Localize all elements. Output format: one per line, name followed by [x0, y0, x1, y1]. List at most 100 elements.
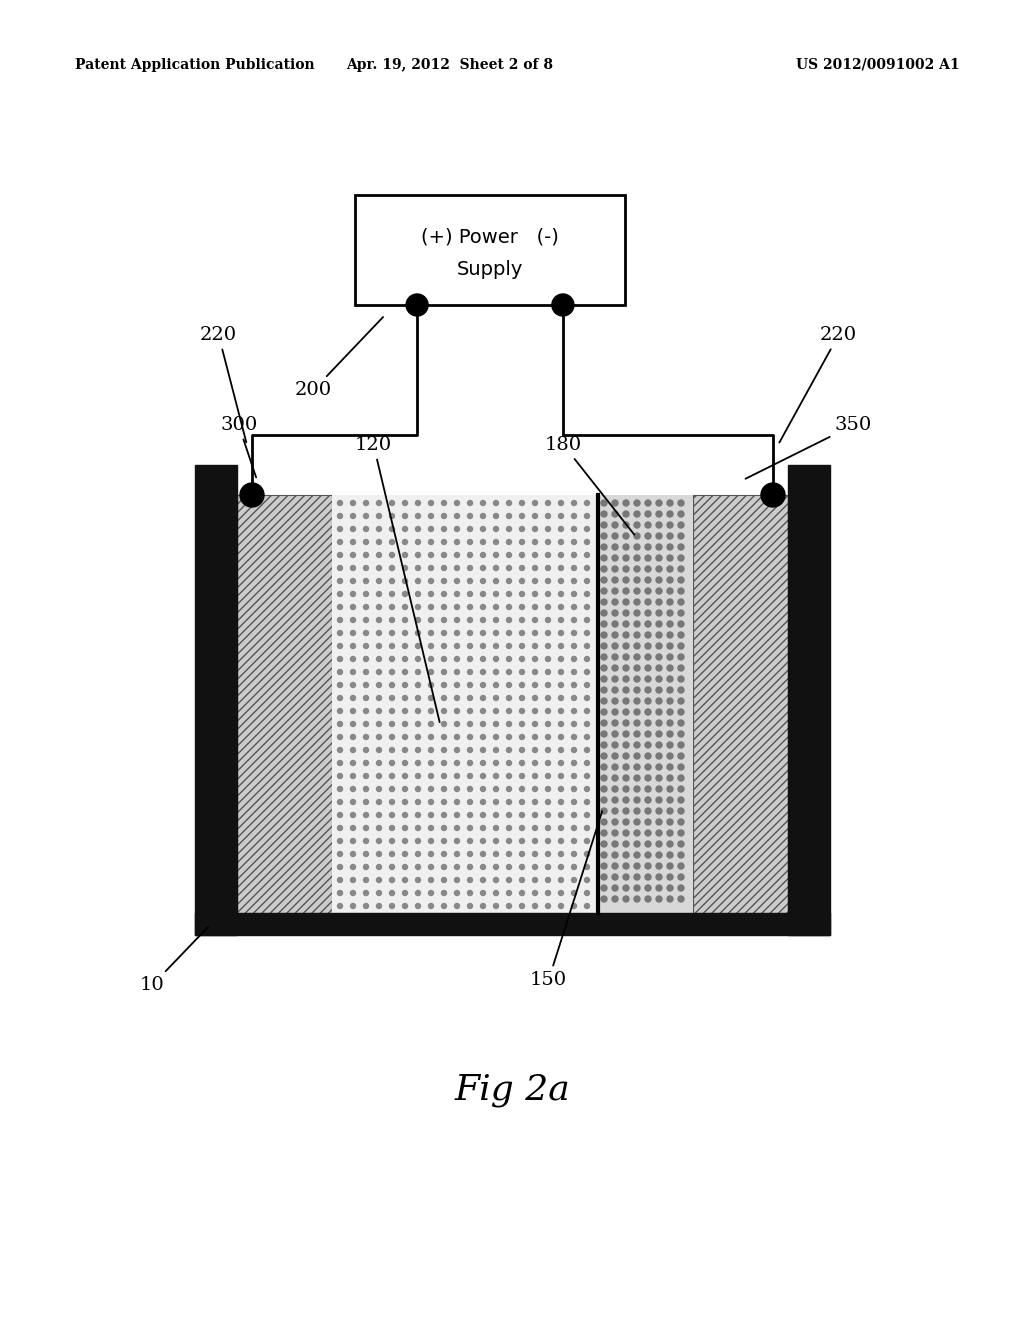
- Circle shape: [519, 838, 524, 843]
- Circle shape: [402, 591, 408, 597]
- Ellipse shape: [552, 294, 573, 315]
- Circle shape: [402, 709, 408, 714]
- Circle shape: [416, 618, 421, 623]
- Circle shape: [377, 605, 382, 610]
- Circle shape: [667, 830, 673, 836]
- Circle shape: [667, 775, 673, 781]
- Circle shape: [645, 544, 651, 550]
- Circle shape: [441, 682, 446, 688]
- Circle shape: [494, 838, 499, 843]
- Circle shape: [678, 500, 684, 506]
- Circle shape: [480, 631, 485, 635]
- Circle shape: [441, 656, 446, 661]
- Circle shape: [455, 513, 460, 519]
- Text: Apr. 19, 2012  Sheet 2 of 8: Apr. 19, 2012 Sheet 2 of 8: [346, 58, 554, 73]
- Circle shape: [623, 851, 629, 858]
- Circle shape: [455, 774, 460, 779]
- Circle shape: [585, 618, 590, 623]
- Circle shape: [428, 800, 433, 804]
- Circle shape: [532, 813, 538, 817]
- Circle shape: [455, 787, 460, 792]
- Circle shape: [338, 618, 342, 623]
- Circle shape: [416, 682, 421, 688]
- Circle shape: [519, 813, 524, 817]
- Circle shape: [546, 774, 551, 779]
- Circle shape: [507, 813, 512, 817]
- Circle shape: [494, 605, 499, 610]
- Circle shape: [441, 553, 446, 557]
- Circle shape: [428, 618, 433, 623]
- Circle shape: [480, 618, 485, 623]
- Circle shape: [656, 620, 662, 627]
- Circle shape: [558, 825, 563, 830]
- Circle shape: [634, 587, 640, 594]
- Circle shape: [455, 838, 460, 843]
- Circle shape: [402, 891, 408, 895]
- Circle shape: [585, 644, 590, 648]
- Circle shape: [455, 800, 460, 804]
- Circle shape: [678, 521, 684, 528]
- Circle shape: [678, 775, 684, 781]
- Circle shape: [441, 747, 446, 752]
- Circle shape: [402, 903, 408, 908]
- Circle shape: [678, 752, 684, 759]
- Circle shape: [601, 874, 607, 880]
- Circle shape: [377, 591, 382, 597]
- Circle shape: [519, 774, 524, 779]
- Circle shape: [389, 513, 394, 519]
- Circle shape: [571, 565, 577, 570]
- Circle shape: [416, 838, 421, 843]
- Circle shape: [678, 896, 684, 902]
- Circle shape: [634, 511, 640, 517]
- Circle shape: [455, 709, 460, 714]
- Circle shape: [468, 722, 472, 726]
- Circle shape: [634, 884, 640, 891]
- Circle shape: [667, 808, 673, 814]
- Circle shape: [480, 644, 485, 648]
- Circle shape: [350, 631, 355, 635]
- Circle shape: [585, 709, 590, 714]
- Circle shape: [634, 808, 640, 814]
- Circle shape: [532, 696, 538, 701]
- Circle shape: [645, 874, 651, 880]
- Circle shape: [546, 851, 551, 857]
- Circle shape: [519, 825, 524, 830]
- Circle shape: [667, 863, 673, 869]
- Text: 200: 200: [295, 317, 383, 399]
- Circle shape: [519, 578, 524, 583]
- Circle shape: [656, 719, 662, 726]
- Circle shape: [507, 605, 512, 610]
- Circle shape: [623, 632, 629, 638]
- Circle shape: [377, 578, 382, 583]
- Circle shape: [585, 800, 590, 804]
- Circle shape: [678, 818, 684, 825]
- Circle shape: [416, 851, 421, 857]
- Circle shape: [532, 656, 538, 661]
- Circle shape: [623, 884, 629, 891]
- Circle shape: [601, 808, 607, 814]
- Circle shape: [656, 698, 662, 704]
- Circle shape: [634, 874, 640, 880]
- Circle shape: [612, 764, 618, 770]
- Circle shape: [546, 682, 551, 688]
- Circle shape: [494, 722, 499, 726]
- Circle shape: [350, 669, 355, 675]
- Circle shape: [338, 644, 342, 648]
- Circle shape: [468, 500, 472, 506]
- Circle shape: [571, 696, 577, 701]
- Circle shape: [656, 764, 662, 770]
- Circle shape: [480, 865, 485, 870]
- Circle shape: [558, 656, 563, 661]
- Circle shape: [546, 722, 551, 726]
- Circle shape: [601, 731, 607, 737]
- Circle shape: [441, 644, 446, 648]
- Circle shape: [634, 764, 640, 770]
- Circle shape: [416, 878, 421, 883]
- Circle shape: [428, 760, 433, 766]
- Circle shape: [623, 818, 629, 825]
- Circle shape: [389, 500, 394, 506]
- Circle shape: [416, 813, 421, 817]
- Circle shape: [428, 787, 433, 792]
- Circle shape: [468, 787, 472, 792]
- Circle shape: [678, 863, 684, 869]
